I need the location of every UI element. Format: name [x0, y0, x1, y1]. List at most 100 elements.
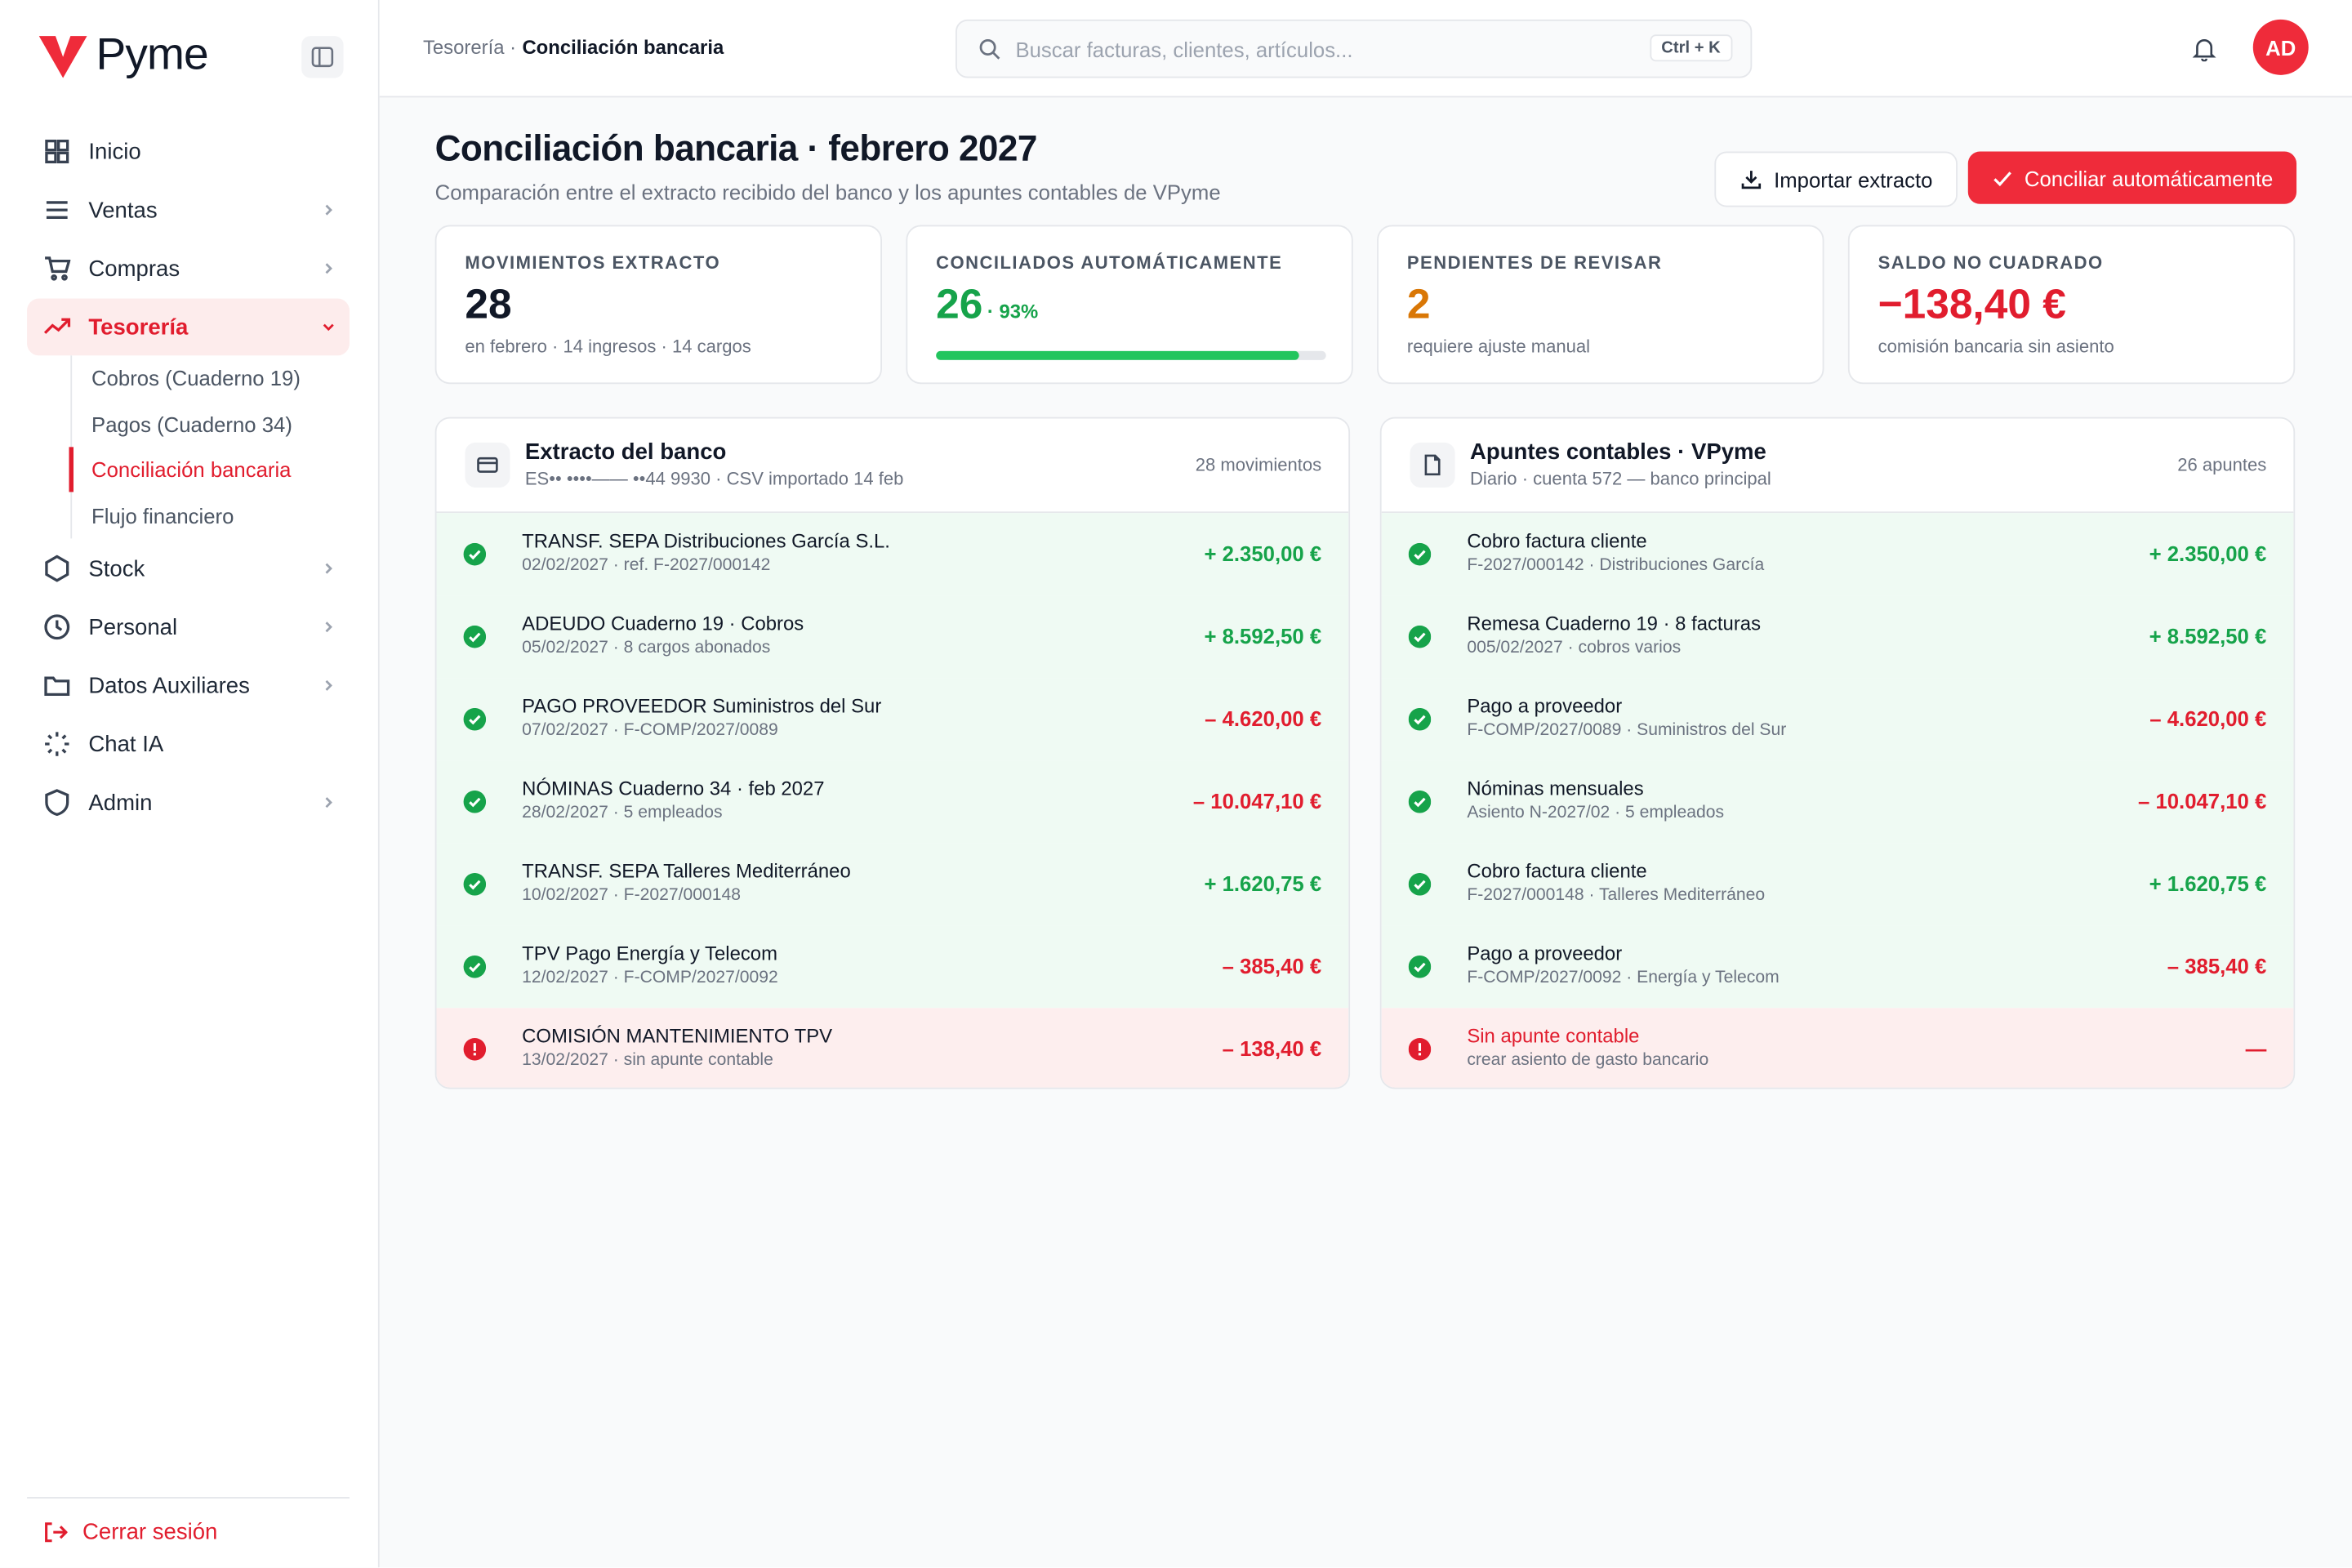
- panel-rows: TRANSF. SEPA Distribuciones García S.L. 0…: [436, 513, 1349, 1088]
- avatar[interactable]: AD: [2252, 19, 2309, 75]
- row-title: Cobro factura cliente: [1467, 859, 1647, 883]
- panel-icon: [465, 442, 510, 488]
- row[interactable]: NÓMINAS Cuaderno 34 · feb 2027 28/02/2027…: [436, 760, 1349, 844]
- nav-label[interactable]: Chat IA: [88, 731, 164, 757]
- kpi-value: 28: [465, 280, 511, 328]
- shortcut: Ctrl + K: [1649, 34, 1733, 62]
- ok-icon: [463, 872, 487, 896]
- row[interactable]: Pago a proveedor F-COMP/2027/0092 · Energ…: [1381, 925, 2294, 1009]
- collapse-button[interactable]: [301, 36, 344, 78]
- reconcile-label[interactable]: Conciliar automáticamente: [2024, 165, 2274, 190]
- nav-label[interactable]: Inicio: [88, 138, 141, 165]
- nav-label[interactable]: Datos Auxiliares: [88, 672, 250, 699]
- panel: Apuntes contables · VPyme Diario · cuenta…: [1379, 416, 2296, 1089]
- nav-item[interactable]: Datos Auxiliares: [27, 657, 350, 714]
- row[interactable]: ADEUDO Cuaderno 19 · Cobros 05/02/2027 · …: [436, 595, 1349, 679]
- panel-count: 26 apuntes: [2177, 454, 2267, 476]
- row-title: Remesa Cuaderno 19 · 8 facturas: [1467, 612, 1762, 635]
- kpi-card: MOVIMIENTOS EXTRACTO 28 en febrero · 14 in…: [434, 225, 883, 385]
- row-amount: + 1.620,75 €: [2149, 871, 2267, 896]
- breadcrumb-parent[interactable]: Tesorería ·: [422, 36, 517, 59]
- nav-icon: [45, 140, 69, 164]
- nav-label[interactable]: Stock: [88, 555, 145, 581]
- notifications[interactable]: [2191, 36, 2216, 62]
- kpi-number: 28: [465, 280, 512, 327]
- sidebar: Pyme Inicio Ventas Compras Tesorería Stock Pe…: [0, 0, 380, 1568]
- reconcile-button[interactable]: Conciliar automáticamente: [1967, 151, 2297, 204]
- row[interactable]: Sin apunte contable crear asiento de gast…: [1381, 1008, 2294, 1088]
- nav-item[interactable]: Personal: [27, 599, 350, 656]
- chevron: [323, 323, 334, 332]
- row-amount: – 385,40 €: [2167, 954, 2267, 978]
- row-amount: – 4.620,00 €: [1205, 706, 1322, 731]
- nav-item[interactable]: Compras: [27, 240, 350, 297]
- row[interactable]: Nóminas mensuales Asiento N-2027/02 · 5 e…: [1381, 760, 2294, 844]
- panel-subtitle: Diario · cuenta 572 — banco principal: [1470, 468, 1771, 489]
- row-amount: —: [2245, 1036, 2267, 1061]
- kpi-value: 26 · 93%: [936, 280, 1038, 328]
- import-label[interactable]: Importar extracto: [1774, 167, 1933, 192]
- row-title: TPV Pago Energía y Telecom: [522, 942, 777, 965]
- row[interactable]: TRANSF. SEPA Distribuciones García S.L. 0…: [436, 513, 1349, 596]
- ok-icon: [1408, 790, 1432, 813]
- nav-label[interactable]: Admin: [88, 790, 153, 816]
- sub-nav-item[interactable]: Flujo financiero: [91, 504, 234, 528]
- nav-label[interactable]: Ventas: [88, 197, 158, 223]
- row[interactable]: Cobro factura cliente F-2027/000148 · Tal…: [1381, 843, 2294, 926]
- row-title: Pago a proveedor: [1467, 942, 1623, 965]
- row[interactable]: TRANSF. SEPA Talleres Mediterráneo 10/02/…: [436, 843, 1349, 926]
- error-icon: [463, 1038, 487, 1061]
- sub-nav-item[interactable]: Conciliación bancaria: [91, 457, 292, 483]
- row[interactable]: Cobro factura cliente F-2027/000142 · Dis…: [1381, 513, 2294, 596]
- row-amount: – 4.620,00 €: [2149, 706, 2267, 731]
- kpi-label: MOVIMIENTOS EXTRACTO: [465, 252, 721, 274]
- error-icon: [1408, 1038, 1432, 1061]
- nav-label[interactable]: Compras: [88, 256, 180, 282]
- panel-title: Apuntes contables · VPyme: [1470, 439, 1766, 466]
- row-title: Cobro factura cliente: [1467, 529, 1647, 552]
- row[interactable]: COMISIÓN MANTENIMIENTO TPV 13/02/2027 · s…: [436, 1008, 1349, 1088]
- sub-nav-item[interactable]: Pagos (Cuaderno 34): [91, 412, 292, 436]
- ok-icon: [1408, 542, 1432, 566]
- nav-item[interactable]: Inicio: [27, 123, 350, 180]
- sub-nav-item[interactable]: Cobros (Cuaderno 19): [91, 366, 301, 390]
- sub-active-bar: [69, 447, 74, 492]
- panel-count: 28 movimientos: [1195, 454, 1322, 476]
- page-title: Conciliación bancaria · febrero 2027: [434, 128, 1038, 170]
- nav-icon: [44, 614, 70, 640]
- nav-item[interactable]: Stock: [27, 540, 350, 597]
- nav-label[interactable]: Personal: [88, 614, 178, 640]
- nav-icon: [46, 201, 68, 219]
- search-placeholder[interactable]: Buscar facturas, clientes, artículos...: [1015, 37, 1353, 62]
- nav-item[interactable]: Chat IA: [27, 715, 350, 773]
- row-detail: F-2027/000142 · Distribuciones García: [1467, 556, 1765, 575]
- kpi-note: requiere ajuste manual: [1406, 336, 1591, 358]
- logout-label[interactable]: Cerrar sesión: [82, 1519, 218, 1545]
- nav-icon: [43, 318, 71, 334]
- ok-icon: [463, 625, 487, 648]
- row[interactable]: Remesa Cuaderno 19 · 8 facturas 005/02/20…: [1381, 595, 2294, 679]
- row[interactable]: Pago a proveedor F-COMP/2027/0089 · Sumin…: [1381, 678, 2294, 761]
- row-amount: + 2.350,00 €: [2149, 541, 2267, 566]
- logout[interactable]: Cerrar sesión: [42, 1520, 217, 1545]
- panel-header: Extracto del banco ES•• ••••—— ••44 9930 …: [436, 418, 1349, 514]
- panel-rows: Cobro factura cliente F-2027/000142 · Dis…: [1381, 513, 2294, 1088]
- chevron: [325, 563, 332, 574]
- nav-item[interactable]: Tesorería: [27, 298, 350, 356]
- row[interactable]: TPV Pago Energía y Telecom 12/02/2027 · F…: [436, 925, 1349, 1009]
- ok-icon: [463, 956, 487, 978]
- separator: [27, 1497, 350, 1499]
- row-detail: 12/02/2027 · F-COMP/2027/0092: [522, 969, 778, 987]
- nav-label[interactable]: Tesorería: [88, 314, 189, 341]
- nav-item[interactable]: Admin: [27, 774, 350, 831]
- search[interactable]: Buscar facturas, clientes, artículos... …: [956, 19, 1753, 78]
- row[interactable]: PAGO PROVEEDOR Suministros del Sur 07/02/…: [436, 678, 1349, 761]
- row-amount: – 10.047,10 €: [2138, 789, 2267, 813]
- row-title: COMISIÓN MANTENIMIENTO TPV: [522, 1024, 833, 1048]
- chevron: [325, 679, 332, 691]
- row-detail: 07/02/2027 · F-COMP/2027/0089: [522, 721, 778, 740]
- import-button[interactable]: Importar extracto: [1714, 151, 1958, 207]
- ok-icon: [463, 542, 487, 566]
- ok-icon: [1408, 707, 1432, 731]
- nav-item[interactable]: Ventas: [27, 181, 350, 238]
